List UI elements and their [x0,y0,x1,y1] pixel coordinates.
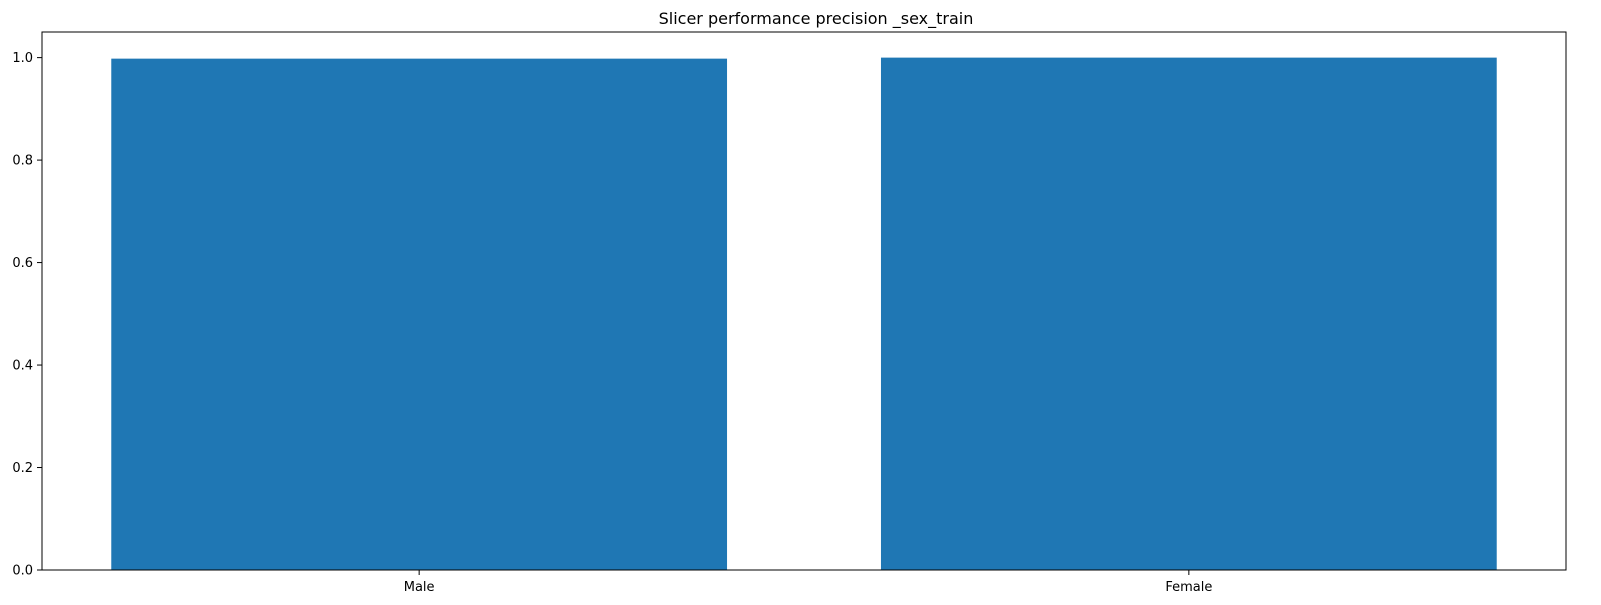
chart-title: Slicer performance precision _sex_train [659,9,974,29]
x-tick-label: Female [1165,580,1212,595]
x-axis: Male Female [404,570,1212,595]
plot-frame [41,31,1567,571]
bar-male [111,58,728,571]
y-tick-label: 0.8 [12,154,33,169]
bar-female [880,57,1497,571]
y-tick-label: 0.0 [12,564,33,579]
y-tick-label: 0.6 [12,256,33,271]
y-tick-label: 1.0 [12,51,33,66]
x-tick-label: Male [404,580,435,595]
y-tick-label: 0.2 [12,461,33,476]
y-axis: 0.0 0.2 0.4 0.6 0.8 1.0 [12,51,42,579]
y-tick-label: 0.4 [12,359,33,374]
bars-group [111,57,1497,571]
